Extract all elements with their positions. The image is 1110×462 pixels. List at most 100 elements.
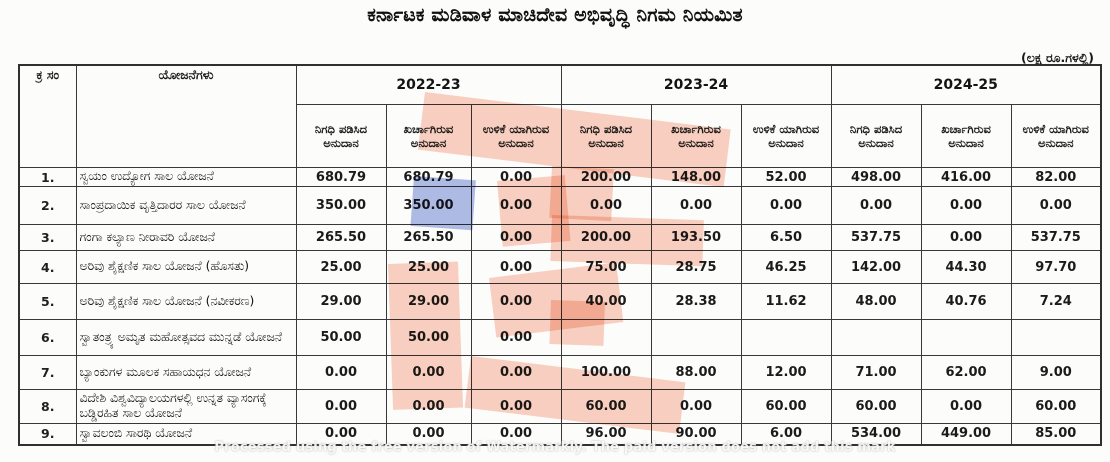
cell-value: 11.62 [740, 283, 832, 320]
cell-value: 0.00 [470, 389, 562, 424]
cell-value: 0.00 [650, 389, 742, 424]
subheader-allocated-2024: ನಿಗಧಿ ಪಡಿಸಿದ ಅನುದಾನ [830, 104, 922, 168]
cell-value: 0.00 [385, 389, 472, 424]
serial-no: 2. [18, 186, 77, 225]
subheader-balance-2022: ಉಳಿಕೆ ಯಾಗಿರುವ ಅನುದಾನ [470, 104, 562, 168]
serial-no: 7. [18, 355, 77, 390]
cell-value: 0.00 [295, 389, 387, 424]
cell-value: 0.00 [470, 319, 562, 356]
serial-no: 3. [18, 224, 77, 251]
cell-value: 50.00 [385, 319, 472, 356]
cell-value: 71.00 [830, 355, 922, 390]
scheme-name: ಸ್ವಾತಂತ್ರ್ಯ ಅಮೃತ ಮಹೋತ್ಸವದ ಮುನ್ನಡೆ ಯೋಜನೆ [75, 319, 297, 356]
table-row: 1. ಸ್ವಯಂ ಉದ್ಯೋಗ ಸಾಲ ಯೋಜನೆ 680.79 680.79 … [18, 167, 1102, 187]
cell-value: 0.00 [920, 186, 1012, 225]
cell-value [920, 319, 1012, 356]
page-title: ಕರ್ನಾಟಕ ಮಡಿವಾಳ ಮಾಚಿದೇವ ಅಭಿವೃದ್ಧಿ ನಿಗಮ ನಿ… [367, 4, 743, 26]
cell-value [560, 319, 652, 356]
cell-value: 0.00 [295, 355, 387, 390]
cell-value: 350.00 [295, 186, 387, 225]
cell-value: 534.00 [830, 422, 922, 446]
cell-value: 0.00 [385, 422, 472, 446]
subheader-allocated-2022: ನಿಗಧಿ ಪಡಿಸಿದ ಅನುದಾನ [295, 104, 387, 168]
cell-value: 46.25 [740, 250, 832, 284]
cell-value: 0.00 [560, 186, 652, 225]
cell-value: 6.00 [740, 422, 832, 446]
year-header-2022-23: 2022-23 [295, 64, 562, 105]
subheader-spent-2024: ಖರ್ಚಾಗಿರುವ ಅನುದಾನ [920, 104, 1012, 168]
table-row: 8. ವಿದೇಶಿ ವಿಶ್ವವಿದ್ಯಾಲಯಗಳಲ್ಲಿ ಉನ್ನತ ವ್ಯಾ… [18, 389, 1102, 424]
subheader-allocated-2023: ನಿಗಧಿ ಪಡಿಸಿದ ಅನುದಾನ [560, 104, 652, 168]
cell-value: 680.79 [295, 167, 387, 187]
cell-value: 29.00 [385, 283, 472, 320]
subheader-spent-2023: ಖರ್ಚಾಗಿರುವ ಅನುದಾನ [650, 104, 742, 168]
cell-value: 0.00 [470, 167, 562, 187]
cell-value: 0.00 [830, 186, 922, 225]
cell-value: 25.00 [295, 250, 387, 284]
cell-value: 0.00 [470, 250, 562, 284]
scheme-name: ಸ್ವಯಂ ಉದ್ಯೋಗ ಸಾಲ ಯೋಜನೆ [75, 167, 297, 187]
cell-value [650, 319, 742, 356]
cell-value: 40.00 [560, 283, 652, 320]
serial-no: 9. [18, 422, 77, 446]
scheme-grants-table: ಕ್ರ ಸಂ ಯೋಜನೆಗಳು 2022-23 2023-24 2024-25 … [18, 64, 1103, 447]
cell-value: 498.00 [830, 167, 922, 187]
scheme-name: ಸ್ವಾವಲಂಬಿ ಸಾರಥಿ ಯೋಜನೆ [75, 422, 297, 446]
cell-value: 265.50 [295, 224, 387, 251]
table-row: 5. ಅರಿವು ಶೈಕ್ಷಣಿಕ ಸಾಲ ಯೋಜನೆ (ನವೀಕರಣ) 29.… [18, 283, 1102, 320]
cell-value [830, 319, 922, 356]
table-row: 9. ಸ್ವಾವಲಂಬಿ ಸಾರಥಿ ಯೋಜನೆ 0.00 0.00 0.00 … [18, 422, 1102, 446]
cell-value: 50.00 [295, 319, 387, 356]
cell-value: 60.00 [1010, 389, 1102, 424]
cell-value: 0.00 [295, 422, 387, 446]
cell-value: 48.00 [830, 283, 922, 320]
subheader-balance-2024: ಉಳಿಕೆ ಯಾಗಿರುವ ಅನುದಾನ [1010, 104, 1102, 168]
year-header-2023-24: 2023-24 [560, 64, 832, 105]
table-row: 7. ಬ್ಯಾಂಕುಗಳ ಮೂಲಕ ಸಹಾಯಧನ ಯೋಜನೆ 0.00 0.00… [18, 355, 1102, 390]
cell-value [1010, 319, 1102, 356]
cell-value: 9.00 [1010, 355, 1102, 390]
scheme-name: ವಿದೇಶಿ ವಿಶ್ವವಿದ್ಯಾಲಯಗಳಲ್ಲಿ ಉನ್ನತ ವ್ಯಾಸಂಗ… [75, 389, 297, 424]
currency-unit-note: (ಲಕ್ಷ ರೂ.ಗಳಲ್ಲಿ) [1021, 50, 1094, 65]
column-header-schemes: ಯೋಜನೆಗಳು [75, 64, 297, 168]
scheme-name: ಬ್ಯಾಂಕುಗಳ ಮೂಲಕ ಸಹಾಯಧನ ಯೋಜನೆ [75, 355, 297, 390]
table-row: 2. ಸಾಂಪ್ರದಾಯಿಕ ವೃತ್ತಿದಾರರ ಸಾಲ ಯೋಜನೆ 350.… [18, 186, 1102, 225]
cell-value: 200.00 [560, 167, 652, 187]
cell-value: 12.00 [740, 355, 832, 390]
cell-value: 0.00 [470, 186, 562, 225]
serial-no: 8. [18, 389, 77, 424]
cell-value: 0.00 [470, 355, 562, 390]
cell-value: 52.00 [740, 167, 832, 187]
year-header-2024-25: 2024-25 [830, 64, 1102, 105]
cell-value: 537.75 [1010, 224, 1102, 251]
serial-no: 4. [18, 250, 77, 284]
subheader-spent-2022: ಖರ್ಚಾಗಿರುವ ಅನುದಾನ [385, 104, 472, 168]
table-row: 3. ಗಂಗಾ ಕಲ್ಯಾಣ ನೀರಾವರಿ ಯೋಜನೆ 265.50 265.… [18, 224, 1102, 251]
cell-value: 0.00 [470, 283, 562, 320]
cell-value: 25.00 [385, 250, 472, 284]
column-header-serial-no: ಕ್ರ ಸಂ [18, 64, 77, 168]
cell-value: 0.00 [920, 224, 1012, 251]
cell-value: 100.00 [560, 355, 652, 390]
cell-value: 7.24 [1010, 283, 1102, 320]
cell-value: 193.50 [650, 224, 742, 251]
cell-value: 148.00 [650, 167, 742, 187]
cell-value: 82.00 [1010, 167, 1102, 187]
cell-value: 0.00 [740, 186, 832, 225]
cell-value: 60.00 [560, 389, 652, 424]
table-row: 4. ಅರಿವು ಶೈಕ್ಷಣಿಕ ಸಾಲ ಯೋಜನೆ (ಹೊಸತು) 25.0… [18, 250, 1102, 284]
cell-value: 85.00 [1010, 422, 1102, 446]
cell-value: 0.00 [650, 186, 742, 225]
cell-value: 88.00 [650, 355, 742, 390]
scheme-name: ಅರಿವು ಶೈಕ್ಷಣಿಕ ಸಾಲ ಯೋಜನೆ (ನವೀಕರಣ) [75, 283, 297, 320]
cell-value: 40.76 [920, 283, 1012, 320]
serial-no: 5. [18, 283, 77, 320]
scheme-name: ಗಂಗಾ ಕಲ್ಯಾಣ ನೀರಾವರಿ ಯೋಜನೆ [75, 224, 297, 251]
cell-value: 6.50 [740, 224, 832, 251]
cell-value: 200.00 [560, 224, 652, 251]
scheme-name: ಸಾಂಪ್ರದಾಯಿಕ ವೃತ್ತಿದಾರರ ಸಾಲ ಯೋಜನೆ [75, 186, 297, 225]
cell-value: 44.30 [920, 250, 1012, 284]
table-row: 6. ಸ್ವಾತಂತ್ರ್ಯ ಅಮೃತ ಮಹೋತ್ಸವದ ಮುನ್ನಡೆ ಯೋಜ… [18, 319, 1102, 356]
cell-value: 75.00 [560, 250, 652, 284]
